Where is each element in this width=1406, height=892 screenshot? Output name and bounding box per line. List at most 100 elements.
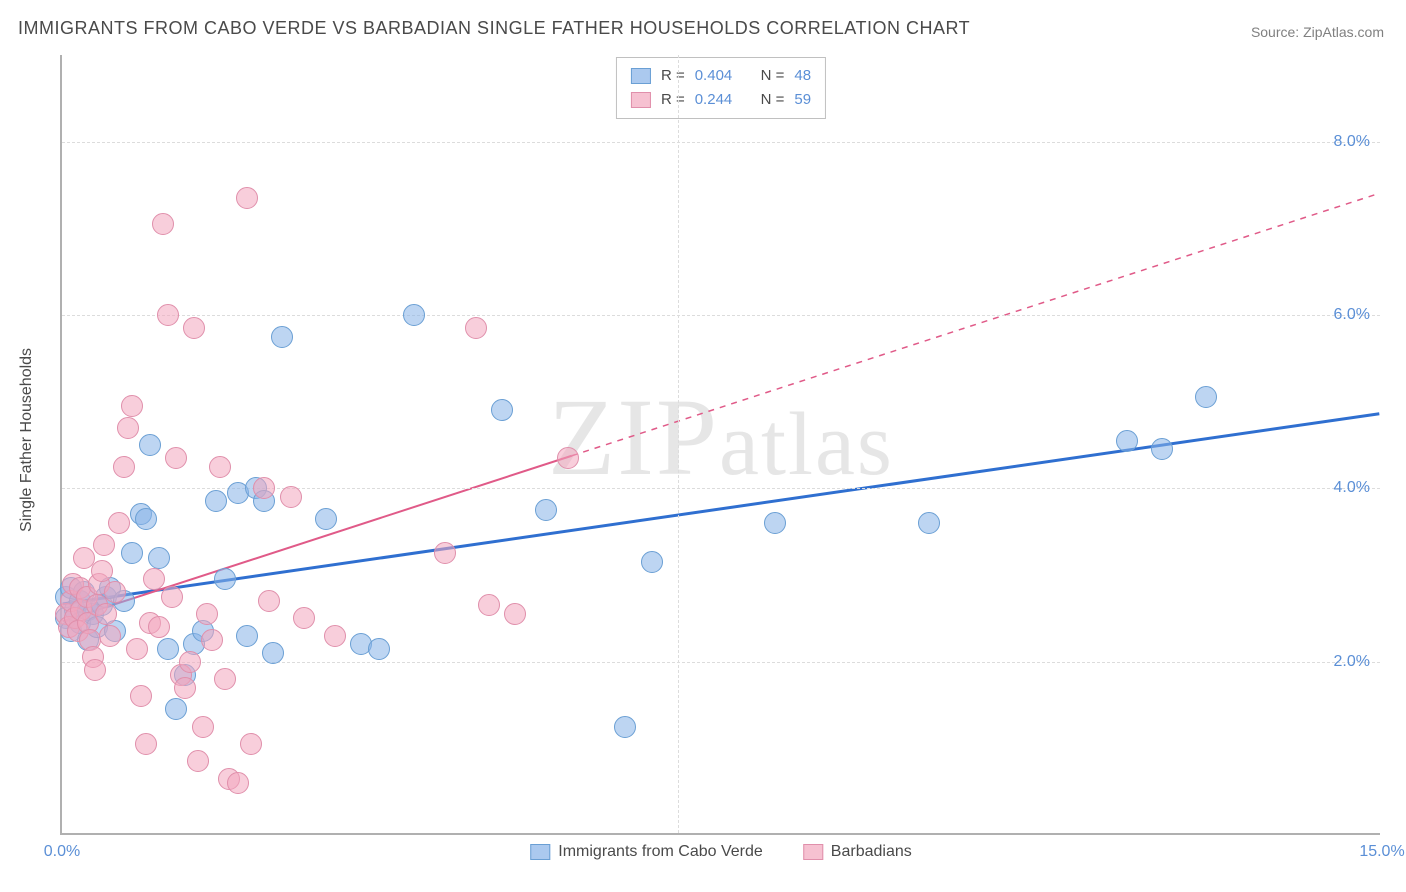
scatter-point: [121, 542, 143, 564]
scatter-point: [126, 638, 148, 660]
scatter-point: [324, 625, 346, 647]
scatter-point: [196, 603, 218, 625]
x-tick-label: 15.0%: [1359, 843, 1404, 861]
y-axis-label: Single Father Households: [18, 348, 36, 532]
legend-label: Immigrants from Cabo Verde: [558, 843, 763, 861]
y-tick-label: 6.0%: [1334, 306, 1370, 324]
scatter-point: [91, 560, 113, 582]
scatter-point: [93, 534, 115, 556]
legend-item-barbadians: Barbadians: [803, 843, 912, 861]
scatter-point: [148, 547, 170, 569]
scatter-point: [491, 399, 513, 421]
chart-title: IMMIGRANTS FROM CABO VERDE VS BARBADIAN …: [18, 18, 970, 39]
legend-series: Immigrants from Cabo Verde Barbadians: [530, 843, 911, 861]
scatter-point: [157, 638, 179, 660]
x-tick-label: 0.0%: [44, 843, 80, 861]
scatter-point: [641, 551, 663, 573]
chart-container: IMMIGRANTS FROM CABO VERDE VS BARBADIAN …: [0, 0, 1406, 892]
scatter-point: [240, 733, 262, 755]
scatter-point: [161, 586, 183, 608]
scatter-point: [165, 698, 187, 720]
legend-swatch-pink: [631, 92, 651, 108]
scatter-point: [315, 508, 337, 530]
scatter-point: [148, 616, 170, 638]
scatter-point: [201, 629, 223, 651]
n-label: N =: [761, 88, 785, 112]
gridline-horizontal: [62, 662, 1380, 663]
scatter-point: [504, 603, 526, 625]
scatter-point: [465, 317, 487, 339]
scatter-point: [253, 477, 275, 499]
y-tick-label: 4.0%: [1334, 479, 1370, 497]
scatter-point: [535, 499, 557, 521]
scatter-point: [143, 568, 165, 590]
legend-item-cabo-verde: Immigrants from Cabo Verde: [530, 843, 763, 861]
trendlines-layer: [62, 55, 1380, 833]
r-value-2: 0.244: [695, 88, 733, 112]
scatter-point: [258, 590, 280, 612]
scatter-point: [108, 512, 130, 534]
scatter-point: [104, 581, 126, 603]
scatter-point: [478, 594, 500, 616]
scatter-point: [187, 750, 209, 772]
legend-swatch-blue: [530, 844, 550, 860]
scatter-point: [135, 508, 157, 530]
legend-swatch-blue: [631, 68, 651, 84]
scatter-point: [179, 651, 201, 673]
scatter-point: [192, 716, 214, 738]
scatter-point: [403, 304, 425, 326]
plot-area: ZIPatlas R = 0.404 N = 48 R = 0.244 N = …: [60, 55, 1380, 835]
gridline-horizontal: [62, 142, 1380, 143]
n-value-1: 48: [794, 64, 811, 88]
r-value-1: 0.404: [695, 64, 733, 88]
scatter-point: [165, 447, 187, 469]
scatter-point: [764, 512, 786, 534]
r-label: R =: [661, 64, 685, 88]
scatter-point: [271, 326, 293, 348]
n-label: N =: [761, 64, 785, 88]
scatter-point: [117, 417, 139, 439]
legend-stats-row-1: R = 0.404 N = 48: [631, 64, 811, 88]
scatter-point: [1116, 430, 1138, 452]
scatter-point: [368, 638, 390, 660]
scatter-point: [130, 685, 152, 707]
scatter-point: [214, 668, 236, 690]
scatter-point: [214, 568, 236, 590]
scatter-point: [205, 490, 227, 512]
scatter-point: [1195, 386, 1217, 408]
scatter-point: [236, 187, 258, 209]
scatter-point: [293, 607, 315, 629]
legend-stats: R = 0.404 N = 48 R = 0.244 N = 59: [616, 57, 826, 119]
scatter-point: [152, 213, 174, 235]
scatter-point: [614, 716, 636, 738]
scatter-point: [174, 677, 196, 699]
legend-swatch-pink: [803, 844, 823, 860]
scatter-point: [99, 625, 121, 647]
scatter-point: [262, 642, 284, 664]
trendline-dashed: [572, 193, 1380, 455]
y-tick-label: 2.0%: [1334, 653, 1370, 671]
scatter-point: [918, 512, 940, 534]
legend-stats-row-2: R = 0.244 N = 59: [631, 88, 811, 112]
scatter-point: [139, 434, 161, 456]
watermark-text: ZIPatlas: [548, 374, 894, 501]
y-tick-label: 8.0%: [1334, 133, 1370, 151]
scatter-point: [236, 625, 258, 647]
scatter-point: [95, 603, 117, 625]
source-attribution: Source: ZipAtlas.com: [1251, 24, 1384, 40]
scatter-point: [113, 456, 135, 478]
scatter-point: [227, 772, 249, 794]
legend-label: Barbadians: [831, 843, 912, 861]
gridline-horizontal: [62, 315, 1380, 316]
scatter-point: [434, 542, 456, 564]
gridline-vertical: [678, 55, 679, 833]
scatter-point: [557, 447, 579, 469]
n-value-2: 59: [794, 88, 811, 112]
scatter-point: [183, 317, 205, 339]
scatter-point: [84, 659, 106, 681]
scatter-point: [135, 733, 157, 755]
scatter-point: [1151, 438, 1173, 460]
scatter-point: [157, 304, 179, 326]
r-label: R =: [661, 88, 685, 112]
scatter-point: [280, 486, 302, 508]
